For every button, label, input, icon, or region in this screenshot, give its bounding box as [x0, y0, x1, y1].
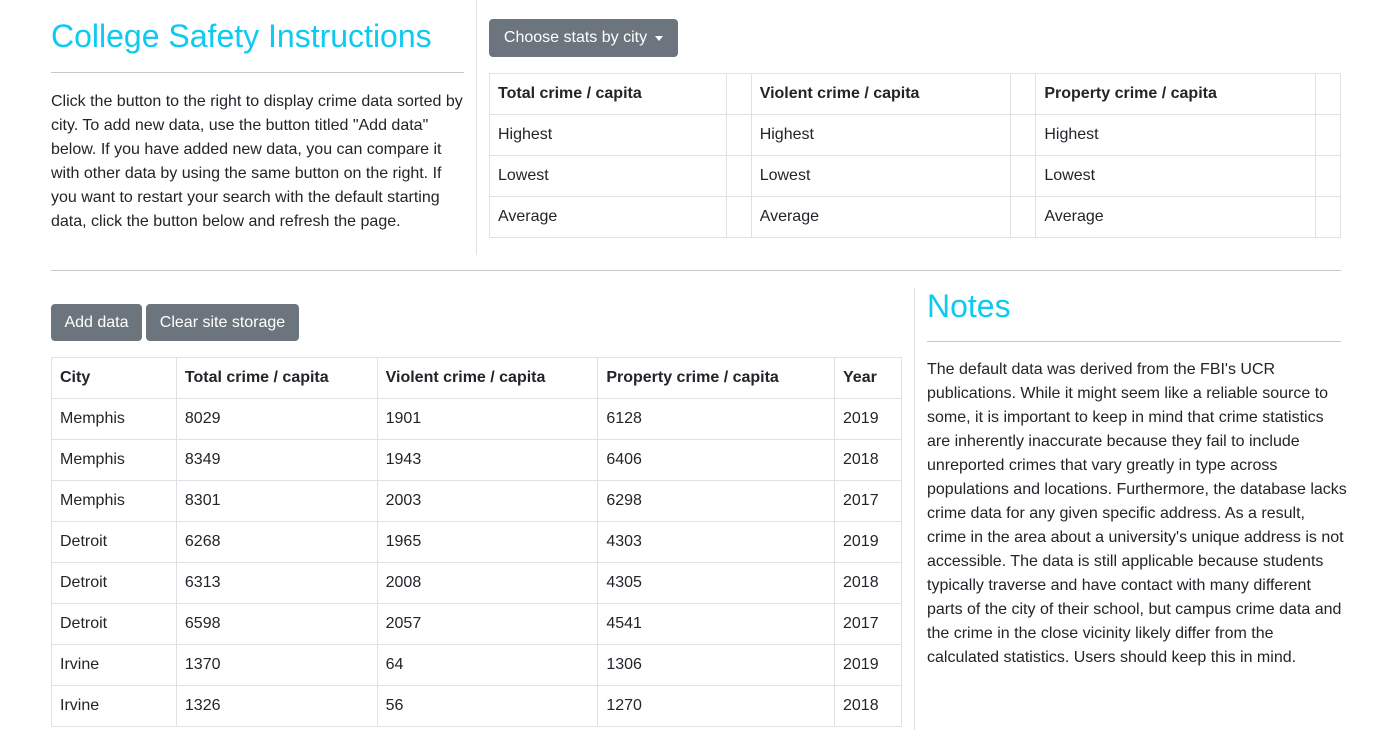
- column-divider-top: [476, 0, 477, 255]
- add-data-button[interactable]: Add data: [51, 304, 142, 341]
- page-title: College Safety Instructions: [51, 18, 432, 54]
- notes-title: Notes: [927, 288, 1011, 324]
- cell-total: 6598: [175, 603, 378, 645]
- stats-row-average: Average Average Average: [489, 196, 1342, 238]
- stats-header-row: Total crime / capita Violent crime / cap…: [489, 73, 1342, 115]
- stats-header-total: Total crime / capita: [489, 73, 727, 115]
- stats-label-highest: Highest: [750, 114, 1012, 156]
- table-row: Memphis 8301 2003 6298 2017: [51, 480, 902, 522]
- cell-violent: 1943: [376, 439, 599, 481]
- cell-total: 8029: [175, 398, 378, 440]
- stats-label-average: Average: [489, 196, 727, 238]
- cell-city: Irvine: [51, 685, 177, 727]
- table-row: Detroit 6268 1965 4303 2019: [51, 521, 902, 563]
- cell-property: 6128: [597, 398, 835, 440]
- column-header-violent: Violent crime / capita: [376, 357, 599, 399]
- cell-year: 2018: [834, 685, 902, 727]
- cell-year: 2017: [834, 603, 902, 645]
- table-row: Memphis 8029 1901 6128 2019: [51, 398, 902, 440]
- table-row: Irvine 1370 64 1306 2019: [51, 644, 902, 686]
- intro-text: Click the button to the right to display…: [51, 93, 463, 230]
- caret-down-icon: [655, 35, 664, 41]
- stats-value-cell: [1010, 114, 1037, 156]
- cell-property: 4303: [597, 521, 835, 563]
- cell-city: Detroit: [51, 603, 177, 645]
- cell-violent: 1901: [376, 398, 599, 440]
- stats-value-cell: [1314, 196, 1342, 238]
- choose-stats-dropdown-button[interactable]: Choose stats by city: [489, 19, 678, 57]
- cell-property: 6298: [597, 480, 835, 522]
- cell-property: 4541: [597, 603, 835, 645]
- cell-property: 1306: [597, 644, 835, 686]
- section-divider: [51, 270, 1341, 271]
- stats-value-cell: [725, 73, 752, 115]
- cell-violent: 64: [376, 644, 599, 686]
- cell-city: Memphis: [51, 480, 177, 522]
- notes-text: The default data was derived from the FB…: [927, 361, 1347, 666]
- table-row: Memphis 8349 1943 6406 2018: [51, 439, 902, 481]
- table-row: Detroit 6313 2008 4305 2018: [51, 562, 902, 604]
- stats-label-average: Average: [750, 196, 1012, 238]
- cell-property: 6406: [597, 439, 835, 481]
- stats-value-cell: [1010, 196, 1037, 238]
- column-divider-bottom: [914, 288, 915, 730]
- stats-label-lowest: Lowest: [750, 155, 1012, 197]
- cell-violent: 2008: [376, 562, 599, 604]
- cell-total: 1370: [175, 644, 378, 686]
- stats-label-lowest: Lowest: [489, 155, 727, 197]
- clear-storage-button[interactable]: Clear site storage: [146, 304, 299, 341]
- column-header-year: Year: [834, 357, 902, 399]
- stats-label-average: Average: [1035, 196, 1316, 238]
- cell-year: 2018: [834, 562, 902, 604]
- cell-violent: 2057: [376, 603, 599, 645]
- stats-table: Total crime / capita Violent crime / cap…: [489, 73, 1342, 238]
- cell-total: 8349: [175, 439, 378, 481]
- stats-header-violent: Violent crime / capita: [750, 73, 1012, 115]
- cell-total: 6268: [175, 521, 378, 563]
- cell-total: 6313: [175, 562, 378, 604]
- cell-year: 2017: [834, 480, 902, 522]
- stats-label-highest: Highest: [1035, 114, 1316, 156]
- stats-value-cell: [1314, 73, 1342, 115]
- stats-value-cell: [1314, 155, 1342, 197]
- cell-year: 2019: [834, 398, 902, 440]
- cell-city: Detroit: [51, 521, 177, 563]
- title-divider: [51, 72, 464, 73]
- cell-city: Irvine: [51, 644, 177, 686]
- cell-total: 8301: [175, 480, 378, 522]
- stats-value-cell: [1314, 114, 1342, 156]
- column-header-property: Property crime / capita: [597, 357, 835, 399]
- stats-value-cell: [1010, 155, 1037, 197]
- cell-city: Detroit: [51, 562, 177, 604]
- table-header-row: City Total crime / capita Violent crime …: [51, 357, 902, 399]
- cell-violent: 1965: [376, 521, 599, 563]
- cell-property: 1270: [597, 685, 835, 727]
- cell-year: 2019: [834, 644, 902, 686]
- cell-violent: 56: [376, 685, 599, 727]
- cell-violent: 2003: [376, 480, 599, 522]
- stats-value-cell: [725, 155, 752, 197]
- cell-city: Memphis: [51, 398, 177, 440]
- stats-row-highest: Highest Highest Highest: [489, 114, 1342, 156]
- stats-value-cell: [725, 196, 752, 238]
- stats-row-lowest: Lowest Lowest Lowest: [489, 155, 1342, 197]
- crime-data-table: City Total crime / capita Violent crime …: [51, 357, 902, 727]
- stats-value-cell: [725, 114, 752, 156]
- stats-header-property: Property crime / capita: [1035, 73, 1316, 115]
- cell-year: 2019: [834, 521, 902, 563]
- table-row: Irvine 1326 56 1270 2018: [51, 685, 902, 727]
- stats-label-lowest: Lowest: [1035, 155, 1316, 197]
- cell-total: 1326: [175, 685, 378, 727]
- choose-stats-label: Choose stats by city: [503, 29, 648, 46]
- cell-city: Memphis: [51, 439, 177, 481]
- stats-label-highest: Highest: [489, 114, 727, 156]
- table-row: Detroit 6598 2057 4541 2017: [51, 603, 902, 645]
- notes-divider: [927, 341, 1341, 342]
- cell-property: 4305: [597, 562, 835, 604]
- column-header-city: City: [51, 357, 177, 399]
- column-header-total: Total crime / capita: [175, 357, 378, 399]
- stats-value-cell: [1010, 73, 1037, 115]
- cell-year: 2018: [834, 439, 902, 481]
